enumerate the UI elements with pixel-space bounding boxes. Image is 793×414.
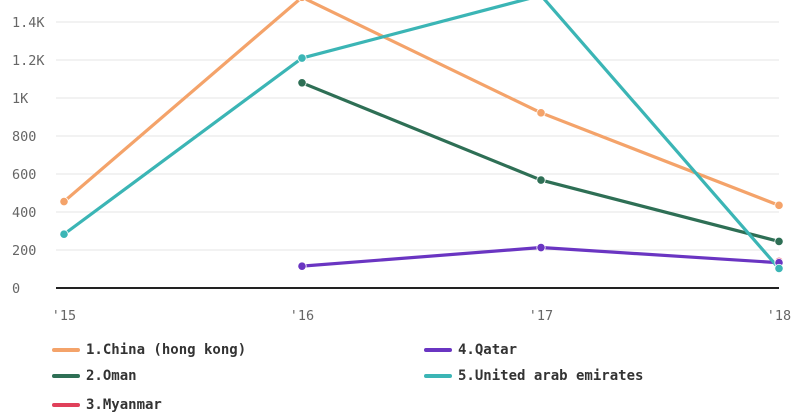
series-lines	[62, 0, 781, 270]
data-point[interactable]	[297, 53, 307, 63]
gridlines	[56, 21, 779, 251]
data-point[interactable]	[298, 0, 306, 2]
y-axis-ticks: 0 200 400 600 800 1K 1.2K 1.4K	[12, 15, 45, 297]
y-tick-label: 1.4K	[12, 15, 45, 31]
data-point[interactable]	[774, 263, 784, 274]
legend-item-myanmar[interactable]: 3.Myanmar	[52, 396, 162, 414]
legend-swatch	[52, 374, 80, 378]
data-point[interactable]	[536, 108, 546, 118]
data-point[interactable]	[297, 78, 307, 88]
data-point[interactable]	[774, 236, 784, 247]
legend-item-qatar[interactable]: 4.Qatar	[424, 341, 517, 359]
legend-item-oman[interactable]: 2.Oman	[52, 367, 137, 385]
x-tick-label: '18	[767, 308, 791, 324]
y-tick-label: 1K	[12, 91, 29, 107]
data-point[interactable]	[774, 200, 784, 210]
data-point[interactable]	[59, 196, 69, 207]
y-tick-label: 1.2K	[12, 53, 45, 69]
y-tick-label: 400	[12, 205, 36, 221]
series-line	[63, 0, 781, 270]
series-line	[62, 0, 780, 207]
legend-label: 4.Qatar	[458, 342, 518, 358]
x-tick-label: '16	[290, 308, 314, 324]
data-point[interactable]	[536, 175, 546, 185]
legend-label: 2.Oman	[86, 368, 137, 384]
legend-swatch	[424, 374, 452, 378]
y-tick-label: 0	[12, 281, 20, 297]
data-point[interactable]	[536, 242, 546, 253]
x-tick-label: '17	[529, 308, 553, 324]
legend-item-china-hong-kong[interactable]: 1.China (hong kong)	[52, 341, 246, 359]
legend-label: 1.China (hong kong)	[86, 342, 247, 358]
legend-label: 5.United arab emirates	[458, 368, 644, 384]
data-point[interactable]	[59, 229, 69, 239]
y-tick-label: 600	[12, 167, 36, 183]
legend-swatch	[52, 348, 80, 352]
legend-swatch	[52, 403, 80, 407]
legend-label: 3.Myanmar	[86, 397, 162, 413]
y-tick-label: 200	[12, 243, 36, 259]
legend-swatch	[424, 348, 452, 352]
y-tick-label: 800	[12, 129, 36, 145]
x-tick-label: '15	[52, 308, 76, 324]
series-points	[59, 0, 784, 274]
legend-item-united-arab-emirates[interactable]: 5.United arab emirates	[424, 367, 643, 385]
data-point[interactable]	[297, 261, 307, 271]
x-axis-ticks: '15 '16 '17 '18	[52, 308, 791, 324]
